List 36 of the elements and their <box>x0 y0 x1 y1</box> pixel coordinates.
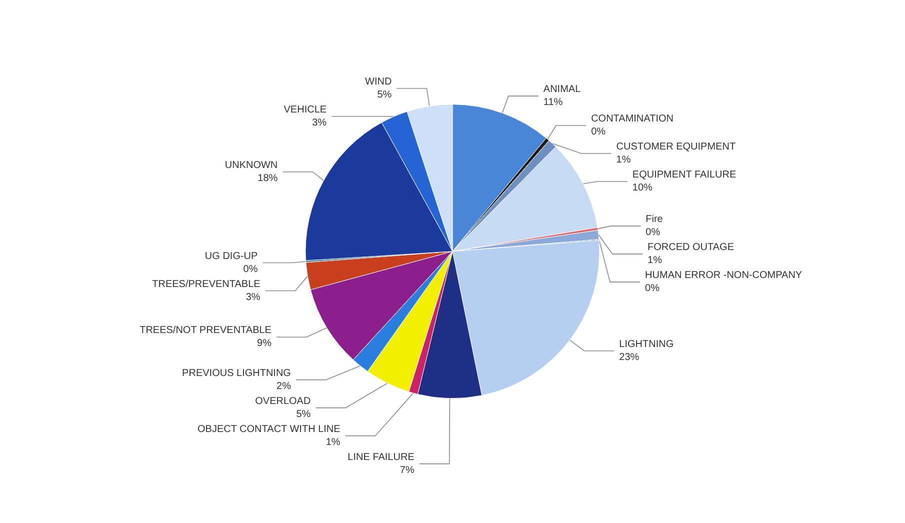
data-label: 9% <box>257 338 272 350</box>
data-label: 10% <box>632 182 653 194</box>
slice-label: OBJECT CONTACT WITH LINE <box>198 424 341 435</box>
data-label: 23% <box>619 352 640 363</box>
data-label: 11% <box>543 97 563 108</box>
slice-label: CONTAMINATION <box>591 114 674 125</box>
slice-label: VEHICLE <box>284 104 327 116</box>
data-label: 5% <box>296 408 311 420</box>
data-label: 3% <box>312 117 327 128</box>
data-label: 0% <box>646 227 660 238</box>
slice-label: PREVIOUS LIGHTNING <box>182 368 292 379</box>
slice-label: OVERLOAD <box>255 396 311 407</box>
slice-label: CUSTOMER EQUIPMENT <box>616 142 736 153</box>
slice-label: FORCED OUTAGE <box>648 242 734 254</box>
slice-label: UNKNOWN <box>224 160 278 171</box>
data-label: 0% <box>243 264 258 275</box>
slice-label: ANIMAL <box>543 84 582 96</box>
slice-label: TREES/NOT PREVENTABLE <box>140 325 272 336</box>
slice-label: Fire <box>646 214 664 226</box>
data-label: 0% <box>591 126 606 138</box>
data-label: 2% <box>276 380 292 392</box>
slice-label: LIGHTNING <box>619 338 674 350</box>
data-label: 1% <box>326 436 340 448</box>
slice-label: HUMAN ERROR -NON-COMPANY <box>645 270 802 282</box>
data-label: 7% <box>400 464 414 476</box>
slice-label: LINE FAILURE <box>348 452 415 463</box>
data-label: 0% <box>645 283 660 294</box>
data-label: 3% <box>246 292 260 303</box>
slice-label: UG DIG-UP <box>204 250 258 262</box>
data-label: 1% <box>616 154 631 166</box>
slice-label: TREES/PREVENTABLE <box>152 278 261 290</box>
slice-label: EQUIPMENT FAILURE <box>632 170 736 181</box>
slice-label: WIND <box>365 76 392 88</box>
data-label: 5% <box>377 89 392 100</box>
data-label: 18% <box>258 172 278 184</box>
data-label: 1% <box>648 255 662 266</box>
